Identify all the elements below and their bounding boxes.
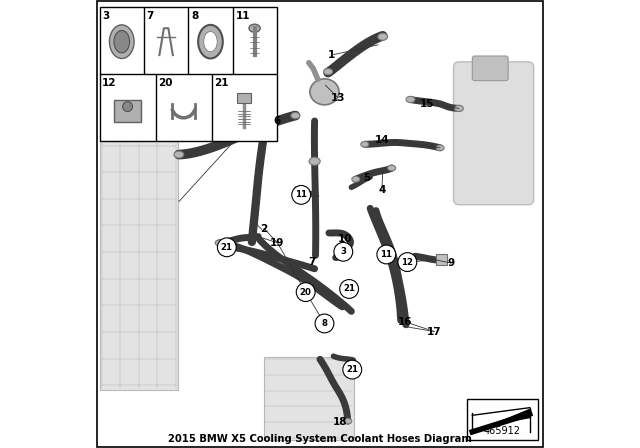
Text: 21: 21 <box>221 243 233 252</box>
Text: 465912: 465912 <box>484 426 521 436</box>
FancyBboxPatch shape <box>454 62 534 205</box>
Circle shape <box>218 238 236 257</box>
Bar <box>100 141 178 390</box>
Text: 20: 20 <box>300 288 312 297</box>
Text: 11: 11 <box>295 190 307 199</box>
Text: 11: 11 <box>236 11 250 21</box>
Ellipse shape <box>378 33 388 40</box>
Ellipse shape <box>454 105 463 112</box>
Text: 10: 10 <box>338 234 353 244</box>
Ellipse shape <box>249 24 260 32</box>
Text: 12: 12 <box>401 258 413 267</box>
Ellipse shape <box>114 30 129 53</box>
Ellipse shape <box>324 69 333 75</box>
Text: 2: 2 <box>260 224 268 234</box>
FancyBboxPatch shape <box>472 56 508 81</box>
Ellipse shape <box>198 25 223 59</box>
Bar <box>264 357 353 440</box>
Text: 7: 7 <box>308 257 316 267</box>
Text: 18: 18 <box>333 417 348 427</box>
Text: 5: 5 <box>364 173 371 183</box>
Text: 16: 16 <box>398 317 412 327</box>
Circle shape <box>343 360 362 379</box>
Ellipse shape <box>204 31 217 52</box>
Text: 19: 19 <box>270 238 285 248</box>
Circle shape <box>292 185 310 204</box>
Circle shape <box>315 314 334 333</box>
Text: 20: 20 <box>158 78 173 88</box>
Text: 2015 BMW X5 Cooling System Coolant Hoses Diagram: 2015 BMW X5 Cooling System Coolant Hoses… <box>168 435 472 444</box>
Text: 21: 21 <box>343 284 355 293</box>
Text: 15: 15 <box>419 99 434 109</box>
Bar <box>114 100 141 122</box>
Circle shape <box>398 253 417 271</box>
Ellipse shape <box>388 165 396 171</box>
Text: 12: 12 <box>102 78 116 88</box>
Text: 3: 3 <box>340 247 346 256</box>
Bar <box>237 93 252 103</box>
Text: 8: 8 <box>191 11 198 21</box>
Ellipse shape <box>309 157 320 165</box>
Ellipse shape <box>215 240 223 246</box>
Text: 3: 3 <box>102 11 109 21</box>
Text: 21: 21 <box>346 365 358 374</box>
Text: 11: 11 <box>380 250 392 259</box>
Ellipse shape <box>406 96 415 103</box>
Text: 17: 17 <box>427 327 442 336</box>
Polygon shape <box>494 409 530 424</box>
Ellipse shape <box>109 25 134 59</box>
Bar <box>100 7 276 141</box>
Text: 1: 1 <box>328 50 335 60</box>
Text: 9: 9 <box>447 258 454 268</box>
Circle shape <box>334 242 353 261</box>
Circle shape <box>377 245 396 264</box>
Text: 14: 14 <box>374 135 389 145</box>
Text: 21: 21 <box>214 78 228 88</box>
Ellipse shape <box>352 177 360 182</box>
Text: 13: 13 <box>331 93 345 103</box>
Text: 8: 8 <box>321 319 328 328</box>
Bar <box>467 399 538 440</box>
Ellipse shape <box>123 102 132 112</box>
Ellipse shape <box>361 142 369 147</box>
Circle shape <box>340 280 358 298</box>
Ellipse shape <box>436 145 444 151</box>
Text: 7: 7 <box>147 11 154 21</box>
Ellipse shape <box>174 151 184 158</box>
Ellipse shape <box>344 418 352 424</box>
Text: 6: 6 <box>274 116 281 126</box>
Ellipse shape <box>310 79 339 105</box>
Bar <box>436 254 447 265</box>
Circle shape <box>296 283 315 302</box>
Text: 4: 4 <box>378 185 385 195</box>
Ellipse shape <box>291 112 300 119</box>
